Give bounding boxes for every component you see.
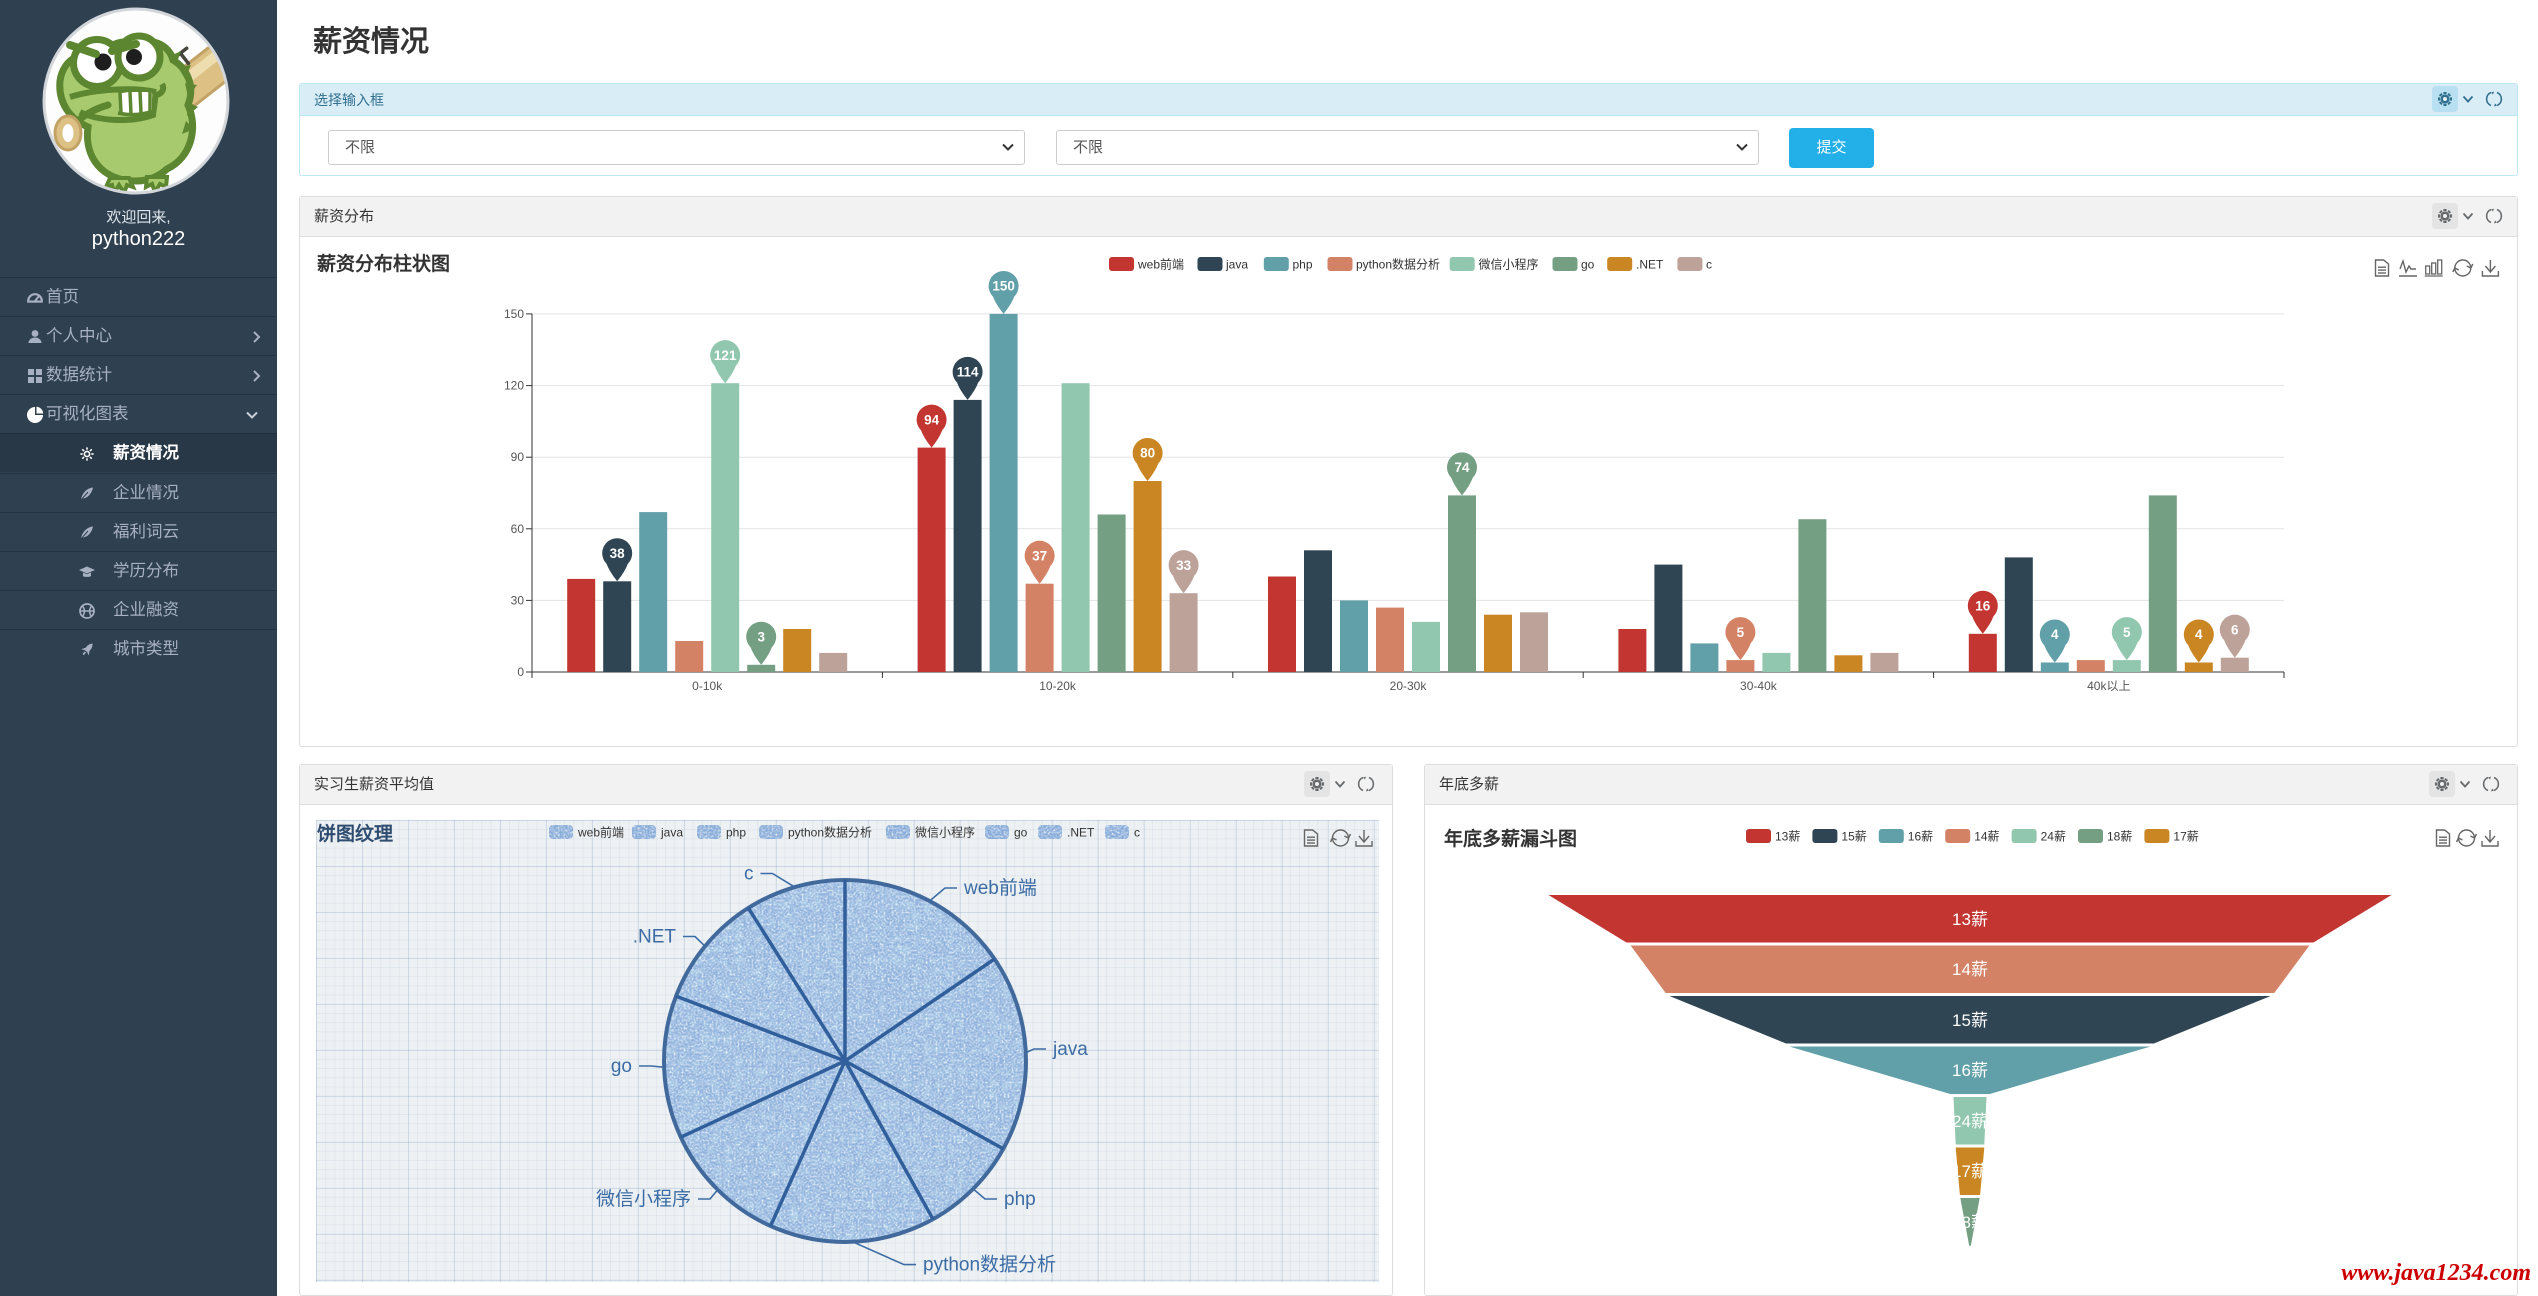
svg-text:40k以上: 40k以上 [2087, 679, 2130, 693]
svg-text:c: c [1706, 258, 1712, 272]
svg-text:24薪: 24薪 [2041, 830, 2066, 844]
svg-text:python数据分析: python数据分析 [788, 825, 872, 840]
svg-text:java: java [1052, 1039, 1088, 1060]
svg-text:16: 16 [1975, 599, 1991, 614]
svg-text:18薪: 18薪 [1952, 1213, 1988, 1232]
svg-text:16薪: 16薪 [1908, 830, 1933, 844]
svg-text:14薪: 14薪 [1974, 830, 1999, 844]
svg-text:饼图纹理: 饼图纹理 [317, 822, 393, 845]
svg-text:java: java [1225, 258, 1248, 272]
svg-text:java: java [660, 826, 683, 840]
svg-text:5: 5 [2123, 625, 2131, 640]
svg-text:.NET: .NET [1067, 826, 1095, 840]
svg-text:114: 114 [957, 365, 979, 380]
svg-text:60: 60 [511, 522, 525, 536]
svg-text:10-20k: 10-20k [1039, 679, 1077, 693]
svg-text:go: go [611, 1056, 632, 1077]
svg-text:20-30k: 20-30k [1390, 679, 1428, 693]
svg-text:37: 37 [1032, 548, 1047, 563]
svg-text:薪资分布柱状图: 薪资分布柱状图 [317, 252, 450, 275]
svg-text:30-40k: 30-40k [1740, 679, 1778, 693]
svg-text:python数据分析: python数据分析 [1356, 257, 1440, 272]
svg-text:150: 150 [504, 307, 524, 321]
svg-text:15薪: 15薪 [1841, 830, 1866, 844]
svg-text:微信小程序: 微信小程序 [1479, 257, 1539, 272]
svg-text:go: go [1581, 258, 1595, 272]
svg-text:web前端: web前端 [1137, 257, 1184, 272]
svg-text:c: c [1134, 826, 1140, 840]
svg-text:python数据分析: python数据分析 [923, 1254, 1056, 1276]
svg-text:121: 121 [714, 348, 737, 363]
svg-text:17薪: 17薪 [2173, 830, 2198, 844]
svg-text:php: php [1293, 258, 1313, 272]
svg-text:120: 120 [504, 379, 524, 393]
svg-text:go: go [1014, 826, 1028, 840]
svg-text:web前端: web前端 [963, 877, 1037, 899]
svg-text:16薪: 16薪 [1952, 1061, 1988, 1080]
svg-text:4: 4 [2051, 627, 2059, 642]
svg-text:80: 80 [1140, 446, 1155, 461]
svg-text:5: 5 [1737, 625, 1745, 640]
svg-text:17薪: 17薪 [1952, 1162, 1988, 1181]
svg-text:94: 94 [924, 412, 940, 427]
svg-text:.NET: .NET [633, 927, 677, 948]
svg-text:6: 6 [2231, 622, 2239, 637]
svg-text:33: 33 [1176, 558, 1192, 573]
svg-text:php: php [1004, 1189, 1036, 1210]
svg-text:90: 90 [511, 450, 525, 464]
svg-text:13薪: 13薪 [1952, 910, 1988, 929]
svg-text:38: 38 [610, 546, 626, 561]
svg-text:150: 150 [992, 279, 1015, 294]
svg-text:3: 3 [757, 630, 765, 645]
svg-text:0-10k: 0-10k [692, 679, 723, 693]
svg-text:4: 4 [2195, 627, 2203, 642]
svg-text:.NET: .NET [1636, 258, 1664, 272]
svg-text:年底多薪漏斗图: 年底多薪漏斗图 [1444, 827, 1577, 850]
svg-text:微信小程序: 微信小程序 [596, 1188, 691, 1210]
svg-text:30: 30 [511, 593, 525, 607]
svg-text:微信小程序: 微信小程序 [915, 825, 975, 840]
svg-text:74: 74 [1454, 460, 1470, 475]
svg-text:15薪: 15薪 [1952, 1011, 1988, 1030]
svg-text:php: php [726, 826, 746, 840]
svg-text:0: 0 [517, 665, 524, 679]
svg-text:c: c [744, 864, 754, 885]
svg-text:14薪: 14薪 [1952, 960, 1988, 979]
svg-text:web前端: web前端 [577, 825, 624, 840]
svg-text:18薪: 18薪 [2107, 830, 2132, 844]
svg-text:13薪: 13薪 [1775, 830, 1800, 844]
svg-text:24薪: 24薪 [1952, 1112, 1988, 1131]
